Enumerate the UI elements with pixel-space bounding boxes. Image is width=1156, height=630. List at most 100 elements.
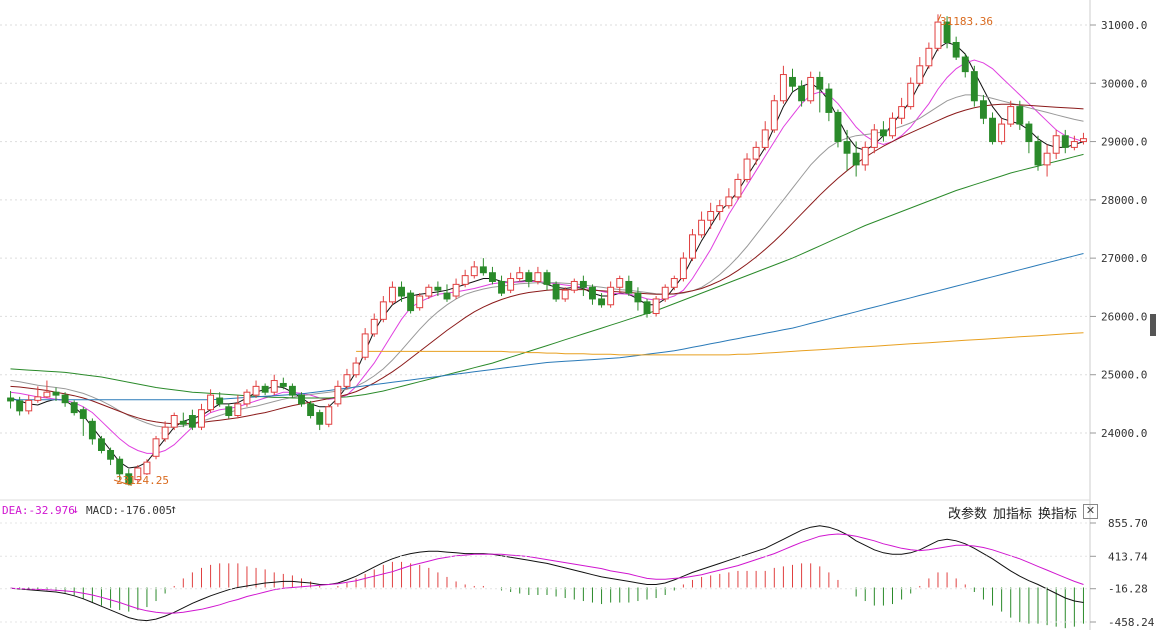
candle <box>516 266 524 282</box>
candle <box>1061 129 1069 154</box>
close-icon[interactable]: ✕ <box>1083 504 1098 519</box>
scroll-handle[interactable] <box>1150 314 1156 336</box>
candle <box>643 298 651 318</box>
candle <box>179 412 187 428</box>
high-annotation: 31183.36 <box>940 15 993 28</box>
candle <box>16 396 24 416</box>
macd-header: DEA:-32.976 ↓ MACD:-176.005 ↑ <box>0 501 1100 521</box>
candle <box>7 391 15 409</box>
candle <box>652 296 660 317</box>
candle <box>488 266 496 285</box>
annotations: 31183.36 23124.25 <box>113 14 993 487</box>
candle <box>552 281 560 302</box>
ma-line-ma10 <box>10 59 1084 454</box>
candle <box>443 284 451 302</box>
candle <box>25 395 33 415</box>
price-axis: 24000.0 25000.0 26000.0 27000.0 28000.0 29000… <box>1090 19 1147 440</box>
candle <box>61 392 69 407</box>
candle <box>343 368 351 390</box>
candle <box>589 284 596 305</box>
low-pointer <box>113 479 132 486</box>
macd-tick-label: -16.28 <box>1108 583 1148 596</box>
candle <box>634 287 642 311</box>
candle <box>879 121 887 142</box>
candle <box>116 456 124 480</box>
candle <box>361 328 369 361</box>
candle <box>952 36 960 60</box>
candle <box>725 188 733 209</box>
candle <box>807 71 815 104</box>
candle <box>398 281 405 302</box>
candle <box>34 386 42 403</box>
ma-line-ma20 <box>10 94 1084 428</box>
dea-value: DEA:-32.976 <box>2 504 75 517</box>
price-tick-label: 24000.0 <box>1101 427 1147 440</box>
price-tick-label: 28000.0 <box>1101 194 1147 207</box>
candle <box>325 403 333 428</box>
ma-line-ma5 <box>10 41 1084 469</box>
candle <box>207 389 215 413</box>
candle <box>816 71 824 113</box>
ma-line-ma120 <box>10 253 1084 401</box>
candle <box>316 409 324 431</box>
change-params-button[interactable]: 改参数 <box>948 506 988 521</box>
candle <box>689 229 696 262</box>
candle <box>889 112 896 139</box>
candle <box>461 269 469 288</box>
candle <box>598 293 606 308</box>
candle <box>134 465 142 483</box>
swap-indicator-button[interactable]: 换指标 <box>1038 506 1078 521</box>
candle <box>479 258 487 276</box>
candle <box>752 141 760 165</box>
macd-tick-label: 413.74 <box>1108 550 1148 563</box>
candle <box>1007 100 1015 127</box>
price-tick-label: 27000.0 <box>1101 252 1147 265</box>
add-indicator-button[interactable]: 加指标 <box>993 506 1033 521</box>
candle <box>907 77 915 110</box>
candle <box>470 261 478 279</box>
high-pointer <box>937 14 942 22</box>
candle <box>79 406 87 436</box>
candle <box>625 275 633 297</box>
candle <box>416 293 424 311</box>
macd-axis: 855.70 413.74 -16.28 -458.24 <box>0 517 1155 629</box>
candle <box>452 278 460 299</box>
candle <box>98 435 105 454</box>
candle <box>861 141 869 171</box>
grid-lines <box>0 0 1091 630</box>
candle <box>989 112 996 145</box>
macd-arrow-icon: ↑ <box>170 502 178 516</box>
price-tick-label: 30000.0 <box>1101 77 1147 90</box>
candle <box>961 54 969 78</box>
price-tick-label: 29000.0 <box>1101 136 1147 149</box>
candle <box>607 281 615 308</box>
candle <box>307 400 315 419</box>
candle <box>761 121 769 151</box>
candle <box>789 68 796 93</box>
candle <box>943 16 951 49</box>
candle <box>825 83 833 122</box>
candle <box>1016 100 1024 130</box>
candle <box>698 211 706 238</box>
candle <box>843 129 851 171</box>
candle <box>216 392 224 407</box>
candle <box>188 409 196 431</box>
candle <box>288 383 296 399</box>
candle <box>525 269 533 288</box>
candle <box>1025 121 1033 154</box>
low-annotation: 23124.25 <box>116 474 169 487</box>
candle <box>161 421 169 442</box>
macd-tick-label: 855.70 <box>1108 517 1148 530</box>
candle <box>979 94 987 125</box>
candle <box>107 447 115 466</box>
candle <box>198 403 205 431</box>
candle <box>70 400 78 416</box>
candle <box>852 141 860 177</box>
candle <box>270 374 278 396</box>
ma-line-ma60 <box>10 153 1084 399</box>
price-tick-label: 25000.0 <box>1101 369 1147 382</box>
moving-average-lines <box>10 41 1084 469</box>
ma-line-ma250 <box>356 332 1084 356</box>
candle <box>388 281 396 305</box>
